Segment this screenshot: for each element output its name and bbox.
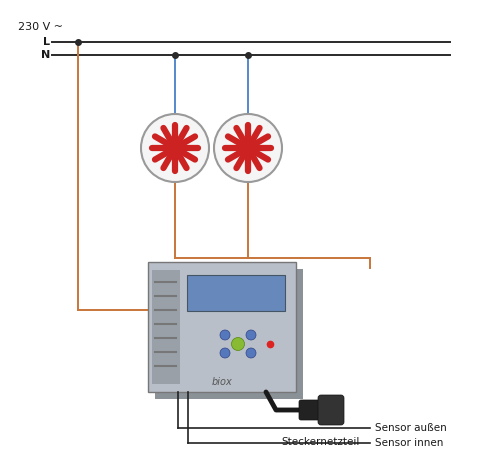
Text: N: N xyxy=(41,50,50,60)
Circle shape xyxy=(141,114,209,182)
Circle shape xyxy=(246,330,256,340)
FancyBboxPatch shape xyxy=(318,395,344,425)
Text: L: L xyxy=(43,37,50,47)
Text: biox: biox xyxy=(212,377,233,387)
Text: Sensor innen: Sensor innen xyxy=(375,438,444,448)
FancyBboxPatch shape xyxy=(187,275,285,311)
FancyBboxPatch shape xyxy=(155,269,303,399)
Circle shape xyxy=(214,114,282,182)
FancyBboxPatch shape xyxy=(148,262,296,392)
Text: Steckernetzteil: Steckernetzteil xyxy=(282,437,360,447)
FancyBboxPatch shape xyxy=(152,270,180,384)
Text: Sensor außen: Sensor außen xyxy=(375,423,447,433)
Circle shape xyxy=(246,348,256,358)
Text: 230 V ~: 230 V ~ xyxy=(18,22,63,32)
Circle shape xyxy=(220,348,230,358)
Circle shape xyxy=(232,337,244,351)
Circle shape xyxy=(220,330,230,340)
FancyBboxPatch shape xyxy=(299,400,325,420)
